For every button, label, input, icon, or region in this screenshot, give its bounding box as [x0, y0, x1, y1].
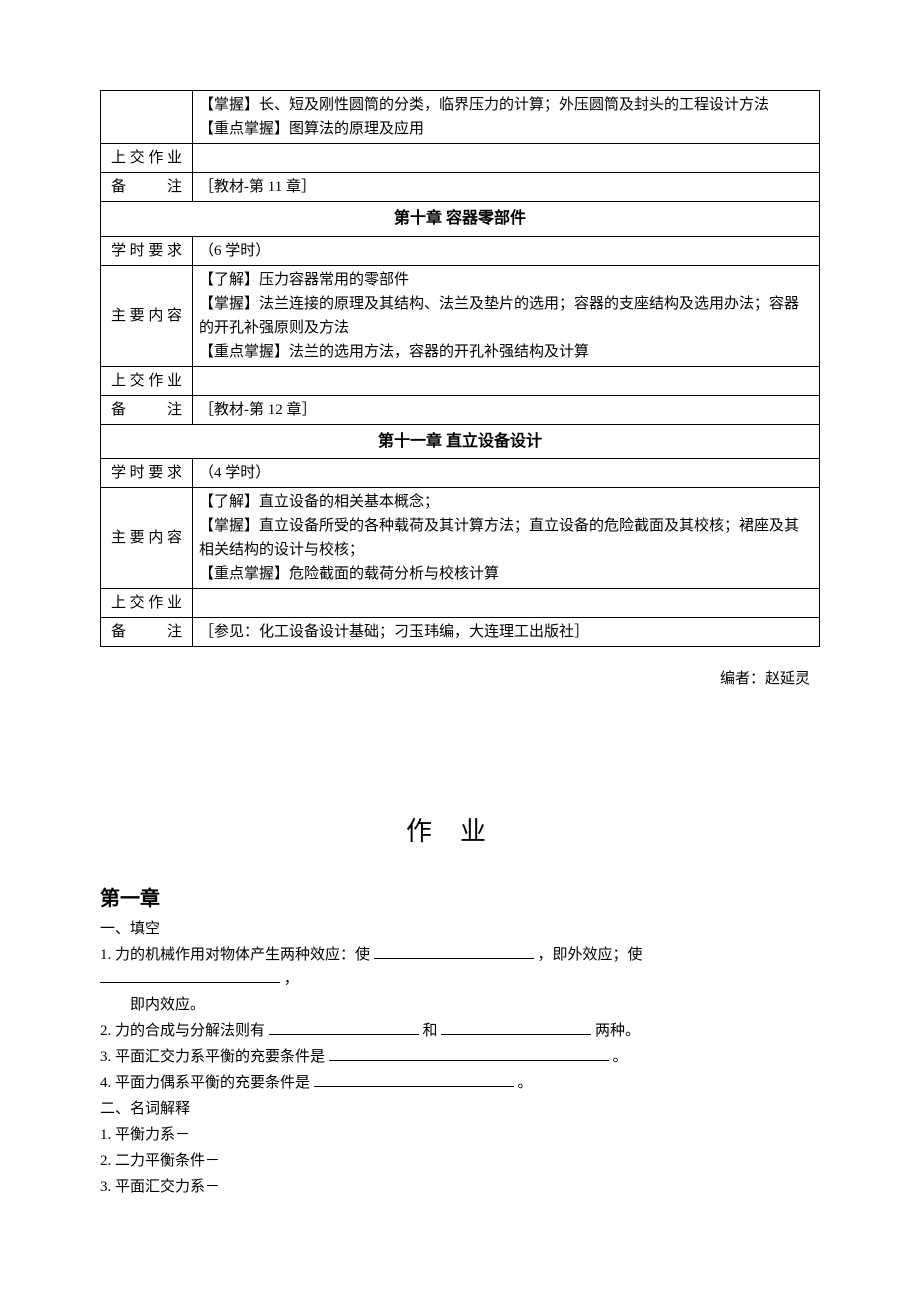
hw-q4-b: 。 [518, 1075, 533, 1091]
blank-2 [100, 967, 280, 983]
ch10-title: 第十章 容器零部件 [101, 202, 820, 237]
hw-q1-d: 即内效应。 [100, 993, 820, 1017]
hw-chapter-head: 第一章 [100, 883, 820, 915]
cell-empty-label [101, 91, 193, 144]
ch10-note-val: ［教材-第 12 章］ [193, 395, 820, 424]
ch10-assign-val [193, 366, 820, 395]
hw-q1-b: ，即外效应；使 [538, 947, 643, 963]
homework-body: 第一章 一、填空 1. 力的机械作用对物体产生两种效应：使 ，即外效应；使 ， … [100, 883, 820, 1199]
author-line: 编者：赵延灵 [100, 667, 820, 691]
block0-assign-label: 上交作业 [101, 144, 193, 173]
ch10-note-label: 备 注 [101, 395, 193, 424]
ch11-note-val: ［参见：化工设备设计基础；刁玉玮编，大连理工出版社］ [193, 618, 820, 647]
hw-sec1-head: 一、填空 [100, 917, 820, 941]
blank-3 [269, 1019, 419, 1035]
ch11-content-label: 主要内容 [101, 488, 193, 589]
ch10-content-label: 主要内容 [101, 265, 193, 366]
hw-q2-b: 和 [423, 1023, 438, 1039]
blank-5 [329, 1045, 609, 1061]
ch11-content-val: 【了解】直立设备的相关基本概念； 【掌握】直立设备所受的各种载荷及其计算方法；直… [193, 488, 820, 589]
ch10-hours-val: （6 学时） [193, 236, 820, 265]
ch11-assign-val [193, 589, 820, 618]
hw-q1-c: ， [284, 971, 299, 987]
ch11-hours-label: 学时要求 [101, 459, 193, 488]
hw-sec2-head: 二、名词解释 [100, 1097, 820, 1121]
hw-q2-c: 两种。 [595, 1023, 640, 1039]
hw-q1: 1. 力的机械作用对物体产生两种效应：使 ，即外效应；使 ， [100, 943, 820, 991]
block0-content: 【掌握】长、短及刚性圆筒的分类，临界压力的计算；外压圆筒及封头的工程设计方法 【… [193, 91, 820, 144]
hw-q1-a: 1. 力的机械作用对物体产生两种效应：使 [100, 947, 370, 963]
hw-t1: 1. 平衡力系－ [100, 1123, 820, 1147]
block0-assign-val [193, 144, 820, 173]
hw-q4-a: 4. 平面力偶系平衡的充要条件是 [100, 1075, 310, 1091]
blank-1 [374, 943, 534, 959]
ch11-note-label: 备 注 [101, 618, 193, 647]
block0-note-label: 备 注 [101, 173, 193, 202]
ch10-assign-label: 上交作业 [101, 366, 193, 395]
hw-q3: 3. 平面汇交力系平衡的充要条件是 。 [100, 1045, 820, 1069]
hw-q3-a: 3. 平面汇交力系平衡的充要条件是 [100, 1049, 325, 1065]
hw-q3-b: 。 [613, 1049, 628, 1065]
hw-q2-a: 2. 力的合成与分解法则有 [100, 1023, 265, 1039]
ch11-hours-val: （4 学时） [193, 459, 820, 488]
block0-note-val: ［教材-第 11 章］ [193, 173, 820, 202]
ch10-hours-label: 学时要求 [101, 236, 193, 265]
hw-t3: 3. 平面汇交力系－ [100, 1175, 820, 1199]
ch10-content-val: 【了解】压力容器常用的零部件 【掌握】法兰连接的原理及其结构、法兰及垫片的选用；… [193, 265, 820, 366]
syllabus-table: 【掌握】长、短及刚性圆筒的分类，临界压力的计算；外压圆筒及封头的工程设计方法 【… [100, 90, 820, 647]
hw-t2: 2. 二力平衡条件－ [100, 1149, 820, 1173]
hw-q4: 4. 平面力偶系平衡的充要条件是 。 [100, 1071, 820, 1095]
blank-6 [314, 1071, 514, 1087]
ch11-title: 第十一章 直立设备设计 [101, 424, 820, 459]
ch11-assign-label: 上交作业 [101, 589, 193, 618]
hw-q2: 2. 力的合成与分解法则有 和 两种。 [100, 1019, 820, 1043]
homework-title: 作业 [100, 811, 820, 853]
blank-4 [441, 1019, 591, 1035]
